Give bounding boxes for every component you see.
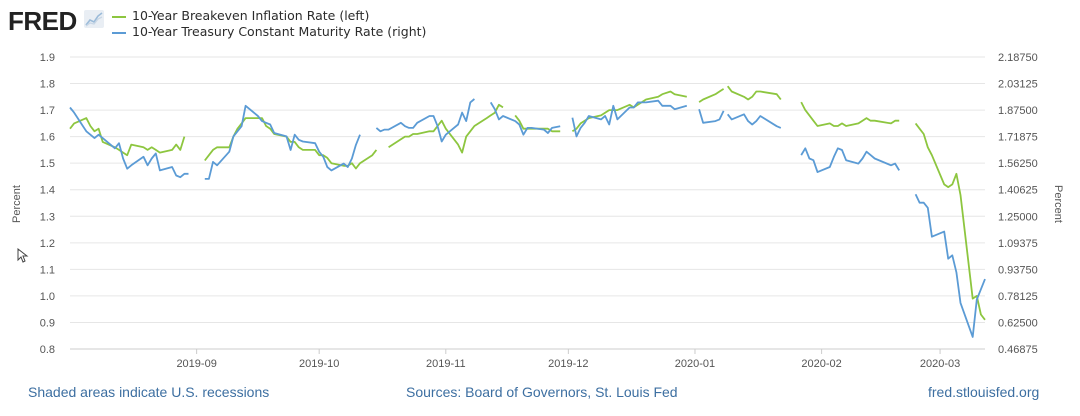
series-line-segment[interactable] <box>914 122 986 321</box>
x-tick-label: 2019-09 <box>176 358 216 370</box>
chart-header: FRED 10-Year Breakeven Inflation Rate (l… <box>0 0 1080 46</box>
y-axis-left-label: Percent <box>11 185 23 223</box>
mouse-cursor-icon <box>17 248 29 263</box>
series-line-segment[interactable] <box>914 193 986 338</box>
chart-footer: Shaded areas indicate U.S. recessions So… <box>0 380 1080 410</box>
series-line-segment[interactable] <box>571 90 687 133</box>
series-line-segment[interactable] <box>726 113 782 129</box>
y-tick-left-label: 1.6 <box>40 132 55 144</box>
fred-site-link[interactable]: fred.stlouisfed.org <box>928 384 1040 400</box>
series-line-segment[interactable] <box>698 88 725 103</box>
y-tick-left-label: 0.9 <box>40 317 55 329</box>
y-tick-right-label: 1.56250 <box>998 158 1038 170</box>
series-group[interactable] <box>69 85 986 338</box>
series-line-segment[interactable] <box>726 85 782 101</box>
y-tick-right-label: 0.78125 <box>998 291 1038 303</box>
y-tick-left-label: 1.3 <box>40 211 55 223</box>
y-tick-right-label: 1.40625 <box>998 185 1038 197</box>
series-line-segment[interactable] <box>800 101 900 127</box>
y-tick-right-label: 1.71875 <box>998 132 1038 144</box>
y-tick-right-label: 0.93750 <box>998 264 1038 276</box>
sources-link[interactable]: Sources: Board of Governors, St. Louis F… <box>406 384 678 400</box>
fred-logo[interactable]: FRED <box>8 6 77 36</box>
y-tick-left-label: 0.8 <box>40 344 55 356</box>
fred-logo-spark-icon <box>84 10 104 28</box>
x-tick-label: 2020-01 <box>675 358 715 370</box>
legend-swatch-treasury <box>112 31 126 34</box>
line-chart[interactable]: 0.8 0.9 1.0 1.1 1.2 1.3 1.4 1.5 1.6 1.7 1.8 1.9 0.4… <box>0 40 1080 376</box>
series-breakeven[interactable] <box>69 85 986 321</box>
y-tick-right-label: 1.25000 <box>998 211 1038 223</box>
series-line-segment[interactable] <box>489 101 561 136</box>
recession-note-link[interactable]: Shaded areas indicate U.S. recessions <box>28 384 270 400</box>
y-tick-left-label: 1.5 <box>40 158 55 170</box>
x-tick-label: 2019-11 <box>426 358 466 370</box>
series-line-segment[interactable] <box>571 99 688 138</box>
series-line-segment[interactable] <box>204 104 361 180</box>
legend-label-breakeven: 10-Year Breakeven Inflation Rate (left) <box>132 8 370 23</box>
chart-grid <box>70 56 985 350</box>
series-line-segment[interactable] <box>69 117 186 157</box>
series-line-segment[interactable] <box>375 98 475 143</box>
y-tick-right-label: 1.09375 <box>998 238 1038 250</box>
y-tick-left-label: 1.1 <box>40 264 55 276</box>
legend-label-treasury: 10-Year Treasury Constant Maturity Rate … <box>132 24 427 39</box>
series-line-segment[interactable] <box>698 108 725 124</box>
y-tick-right-label: 0.46875 <box>998 344 1038 356</box>
y-axis-right: 0.46875 0.62500 0.78125 0.93750 1.09375 1.250… <box>998 52 1038 356</box>
y-tick-right-label: 0.62500 <box>998 317 1038 329</box>
y-tick-left-label: 1.0 <box>40 291 55 303</box>
series-line-segment[interactable] <box>69 106 189 179</box>
legend-swatch-breakeven <box>112 15 126 18</box>
x-tick-label: 2020-02 <box>801 358 841 370</box>
x-tick-label: 2019-12 <box>548 358 588 370</box>
y-tick-right-label: 2.03125 <box>998 79 1038 91</box>
legend-item-treasury[interactable]: 10-Year Treasury Constant Maturity Rate … <box>112 24 426 39</box>
y-axis-left: 0.8 0.9 1.0 1.1 1.2 1.3 1.4 1.5 1.6 1.7 1.8 1.9 <box>40 52 55 356</box>
y-tick-right-label: 1.87500 <box>998 105 1038 117</box>
y-tick-left-label: 1.8 <box>40 79 55 91</box>
x-tick-label: 2020-03 <box>920 358 960 370</box>
series-line-segment[interactable] <box>388 103 504 154</box>
y-axis-right-label: Percent <box>1052 185 1064 223</box>
x-axis: 2019-09 2019-10 2019-11 2019-12 2020-01 2020-… <box>176 349 960 370</box>
y-tick-left-label: 1.9 <box>40 52 55 64</box>
x-tick-label: 2019-10 <box>299 358 339 370</box>
series-line-segment[interactable] <box>800 147 900 174</box>
y-tick-left-label: 1.2 <box>40 238 55 250</box>
series-treasury[interactable] <box>69 98 986 338</box>
y-tick-left-label: 1.4 <box>40 185 55 197</box>
y-tick-right-label: 2.18750 <box>998 52 1038 64</box>
y-tick-left-label: 1.7 <box>40 105 55 117</box>
legend-item-breakeven[interactable]: 10-Year Breakeven Inflation Rate (left) <box>112 8 369 23</box>
